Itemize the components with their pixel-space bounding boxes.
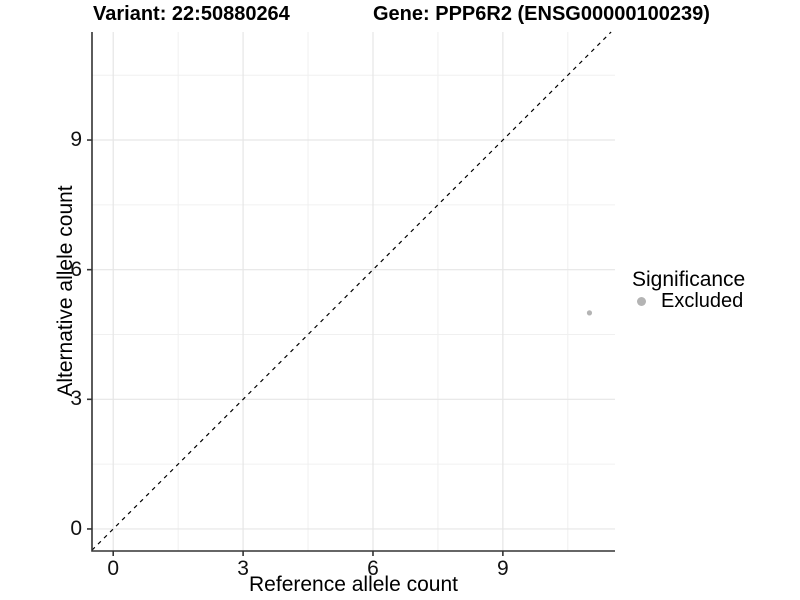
y-axis-title: Alternative allele count — [54, 185, 77, 397]
legend-title: Significance — [632, 268, 746, 291]
legend-item-excluded: Excluded — [632, 291, 745, 312]
identity-reference-line — [91, 31, 612, 551]
x-tick-label: 0 — [107, 557, 120, 580]
data-point — [586, 310, 593, 316]
x-tick-label: 3 — [237, 557, 249, 580]
variant-title: Variant: 22:50880264 — [93, 3, 290, 25]
y-tick-label: 0 — [70, 516, 82, 540]
x-tick-label: 9 — [497, 557, 509, 580]
legend: Significance Excluded — [632, 268, 745, 312]
y-tick-label: 3 — [70, 387, 82, 411]
x-axis-title: Reference allele count — [249, 573, 458, 596]
y-tick-label: 6 — [70, 257, 82, 281]
y-tick-label: 9 — [70, 128, 82, 152]
legend-point-icon — [637, 297, 646, 306]
x-tick-label: 6 — [367, 557, 379, 580]
axis-lines — [91, 32, 615, 552]
legend-item-label: Excluded — [661, 290, 744, 312]
gene-title: Gene: PPP6R2 (ENSG00000100239) — [373, 3, 710, 25]
